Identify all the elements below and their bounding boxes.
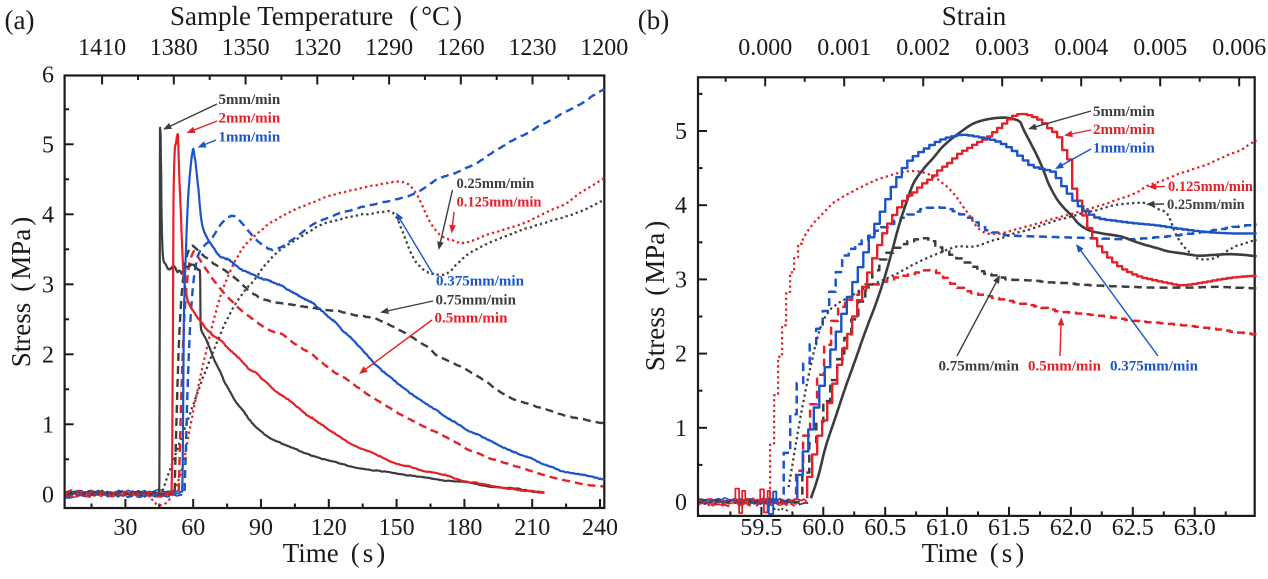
svg-text:1mm/min: 1mm/min — [219, 130, 281, 146]
svg-text:62.0: 62.0 — [1050, 515, 1092, 541]
svg-text:0: 0 — [675, 490, 687, 516]
svg-text:0.006: 0.006 — [1212, 35, 1266, 61]
svg-text:3: 3 — [675, 267, 687, 293]
svg-text:1260: 1260 — [437, 35, 485, 61]
svg-text:5mm/min: 5mm/min — [219, 92, 281, 108]
svg-text:0.75mm/min: 0.75mm/min — [436, 293, 517, 309]
svg-text:0.004: 0.004 — [1054, 35, 1108, 61]
svg-text:1290: 1290 — [365, 35, 413, 61]
svg-text:60: 60 — [181, 515, 205, 541]
svg-text:2mm/min: 2mm/min — [1093, 122, 1155, 138]
svg-text:210: 210 — [514, 515, 550, 541]
svg-text:0.25mm/min: 0.25mm/min — [1167, 197, 1245, 213]
svg-text:5mm/min: 5mm/min — [1093, 104, 1155, 120]
svg-text:0.75mm/min: 0.75mm/min — [939, 359, 1020, 375]
svg-text:1350: 1350 — [222, 35, 270, 61]
svg-text:61.0: 61.0 — [926, 515, 968, 541]
svg-text:5: 5 — [675, 119, 687, 145]
svg-text:0.25mm/min: 0.25mm/min — [457, 176, 535, 192]
svg-text:90: 90 — [249, 515, 273, 541]
svg-text:2: 2 — [42, 342, 54, 368]
svg-text:0.375mm/min: 0.375mm/min — [1110, 359, 1199, 375]
svg-text:30: 30 — [113, 515, 137, 541]
svg-text:1230: 1230 — [509, 35, 557, 61]
svg-text:180: 180 — [446, 515, 482, 541]
svg-text:1320: 1320 — [293, 35, 341, 61]
svg-text:0.001: 0.001 — [817, 35, 871, 61]
svg-text:61.5: 61.5 — [988, 515, 1030, 541]
svg-text:1: 1 — [675, 416, 687, 442]
svg-text:59.5: 59.5 — [740, 515, 782, 541]
svg-text:Stress(MPa): Stress(MPa) — [6, 217, 36, 368]
svg-text:0.5mm/min: 0.5mm/min — [1028, 359, 1102, 375]
svg-text:Time(s): Time(s) — [283, 538, 386, 568]
svg-text:60.0: 60.0 — [802, 515, 844, 541]
svg-text:62.5: 62.5 — [1112, 515, 1154, 541]
svg-text:1: 1 — [42, 412, 54, 438]
svg-text:0.002: 0.002 — [896, 35, 950, 61]
svg-text:1410: 1410 — [78, 35, 126, 61]
svg-text:4: 4 — [42, 202, 54, 228]
svg-text:0.5mm/min: 0.5mm/min — [435, 311, 509, 327]
svg-text:Sample Temperature(°C): Sample Temperature(°C) — [170, 1, 462, 31]
svg-text:6: 6 — [42, 62, 54, 88]
svg-text:Stress(MPa): Stress(MPa) — [640, 221, 670, 372]
svg-text:(a): (a) — [5, 5, 35, 35]
svg-text:Strain: Strain — [942, 1, 1007, 31]
svg-text:1mm/min: 1mm/min — [1093, 141, 1155, 157]
svg-text:240: 240 — [582, 515, 618, 541]
svg-text:(b): (b) — [638, 5, 669, 35]
svg-text:0.005: 0.005 — [1133, 35, 1187, 61]
svg-text:5: 5 — [42, 132, 54, 158]
svg-text:63.0: 63.0 — [1174, 515, 1216, 541]
svg-text:1380: 1380 — [150, 35, 198, 61]
svg-text:150: 150 — [379, 515, 415, 541]
svg-text:0: 0 — [42, 482, 54, 508]
svg-text:120: 120 — [311, 515, 347, 541]
svg-text:0.125mm/min: 0.125mm/min — [1168, 179, 1253, 195]
svg-text:4: 4 — [675, 193, 687, 219]
svg-text:Time(s): Time(s) — [922, 538, 1025, 568]
svg-text:0.375mm/min: 0.375mm/min — [436, 274, 525, 290]
svg-text:1200: 1200 — [580, 35, 628, 61]
svg-text:2: 2 — [675, 342, 687, 368]
svg-text:3: 3 — [42, 272, 54, 298]
svg-text:0.125mm/min: 0.125mm/min — [457, 195, 542, 211]
svg-text:0.003: 0.003 — [975, 35, 1029, 61]
svg-text:2mm/min: 2mm/min — [219, 111, 281, 127]
svg-text:0.000: 0.000 — [738, 35, 792, 61]
svg-text:60.5: 60.5 — [864, 515, 906, 541]
